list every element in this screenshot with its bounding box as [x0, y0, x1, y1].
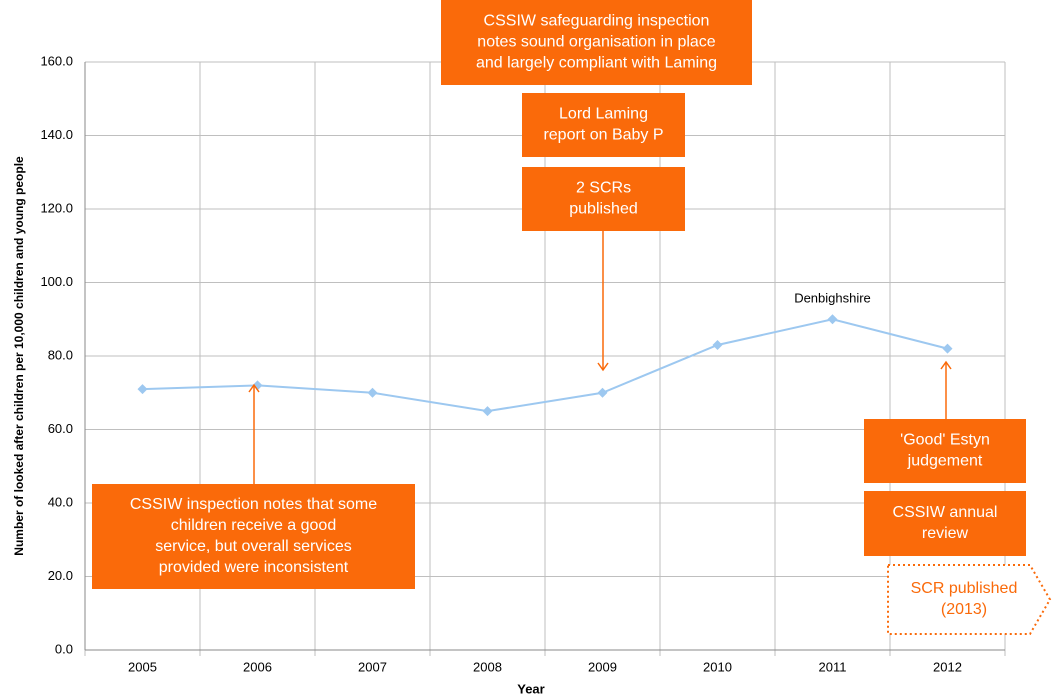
annotation-text: children receive a good	[171, 517, 336, 534]
y-axis-label: Number of looked after children per 10,0…	[12, 156, 26, 556]
data-point	[712, 339, 723, 350]
annotation-box	[92, 484, 415, 589]
annotation-text: Lord Laming	[559, 106, 648, 123]
data-point	[252, 380, 263, 391]
annotation-text: SCR published	[911, 580, 1018, 597]
data-point	[482, 406, 493, 417]
annotation-text: and largely compliant with Laming	[476, 55, 717, 72]
x-axis-label: Year	[517, 681, 544, 696]
annotation-text: 2 SCRs	[576, 180, 631, 197]
data-point	[367, 387, 378, 398]
data-point	[827, 314, 838, 325]
y-tick-label: 120.0	[40, 200, 73, 215]
x-tick-label: 2010	[703, 659, 732, 674]
arrow-head	[597, 362, 609, 372]
annotation-box	[864, 491, 1026, 556]
y-tick-label: 80.0	[48, 347, 73, 362]
y-tick-label: 140.0	[40, 127, 73, 142]
x-tick-label: 2005	[128, 659, 157, 674]
arrow-head	[940, 360, 952, 370]
annotation-box	[522, 93, 685, 157]
annotation-text: service, but overall services	[155, 538, 352, 555]
y-tick-label: 160.0	[40, 53, 73, 68]
annotation-text: report on Baby P	[543, 127, 663, 144]
annotation-text: (2013)	[941, 601, 987, 618]
annotation-text: notes sound organisation in place	[477, 34, 715, 51]
x-tick-label: 2011	[819, 659, 847, 674]
annotation-text: published	[569, 201, 638, 218]
y-tick-label: 60.0	[48, 421, 73, 436]
x-tick-label: 2007	[358, 659, 387, 674]
data-point	[137, 384, 148, 395]
annotation-text: CSSIW safeguarding inspection	[484, 13, 710, 30]
annotation-text: CSSIW inspection notes that some	[130, 496, 377, 513]
series-label: Denbighshire	[794, 291, 871, 306]
annotation-text: provided were inconsistent	[159, 559, 349, 576]
annotation-text: judgement	[907, 453, 983, 470]
x-tick-label: 2006	[243, 659, 272, 674]
data-point	[942, 343, 953, 354]
data-point	[597, 387, 608, 398]
y-tick-label: 20.0	[48, 568, 73, 583]
annotation-box	[441, 0, 752, 85]
annotation-text: CSSIW annual	[893, 504, 998, 521]
x-tick-label: 2008	[473, 659, 502, 674]
y-tick-label: 0.0	[55, 641, 73, 656]
x-tick-label: 2009	[588, 659, 617, 674]
arrow-head	[248, 383, 260, 393]
annotation-box	[522, 167, 685, 231]
annotation-box	[887, 564, 1052, 635]
series-line	[142, 318, 948, 413]
y-tick-label: 100.0	[40, 274, 73, 289]
x-tick-label: 2012	[933, 659, 962, 674]
annotation-box	[864, 419, 1026, 483]
annotation-text: 'Good' Estyn	[900, 432, 990, 449]
annotation-text: review	[922, 525, 969, 542]
y-tick-label: 40.0	[48, 494, 73, 509]
